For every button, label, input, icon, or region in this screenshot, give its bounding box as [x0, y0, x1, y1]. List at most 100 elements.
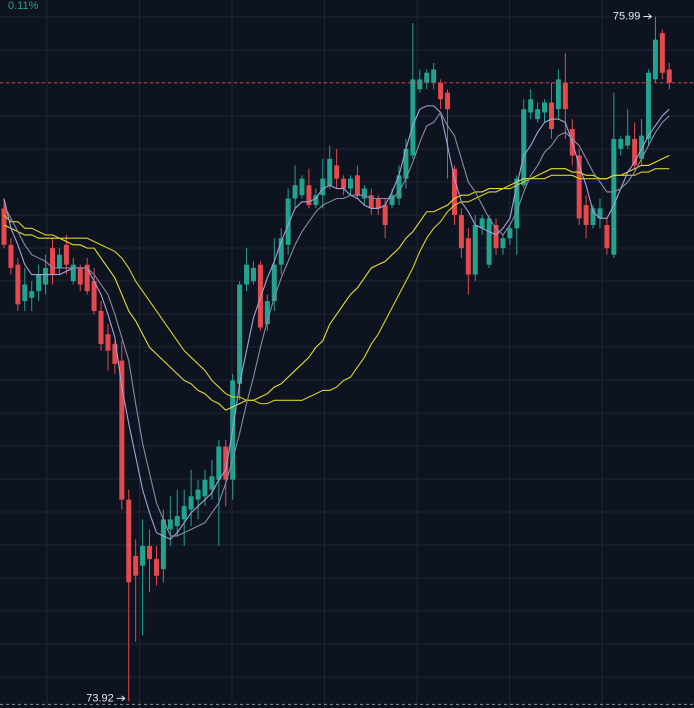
candle-body: [611, 138, 617, 255]
candle-body: [43, 267, 49, 285]
candle-body: [237, 284, 243, 384]
candle-body: [659, 33, 665, 73]
max-label: 75.99: [613, 10, 641, 22]
candle-body: [528, 99, 534, 113]
candle-body: [521, 109, 527, 186]
candle-body: [292, 185, 298, 199]
candle-body: [22, 284, 28, 302]
candle-body: [160, 519, 166, 570]
candle-body: [375, 198, 381, 209]
candle-body: [299, 178, 305, 196]
candle-body: [98, 310, 104, 345]
moving-average-line: [3, 111, 670, 537]
candle-body: [77, 267, 83, 285]
change-label: 0.11%: [8, 0, 39, 12]
candle-body: [36, 274, 42, 292]
candle-body: [500, 238, 506, 249]
candle-body: [389, 195, 395, 206]
candle-body: [126, 499, 132, 583]
candle-body: [535, 109, 541, 120]
candle-body: [84, 264, 90, 292]
candle-body: [271, 264, 277, 302]
candle-body: [29, 291, 35, 298]
candle-body: [562, 82, 568, 110]
candle-body: [361, 188, 367, 199]
candle-body: [451, 168, 457, 216]
candle-body: [424, 72, 430, 83]
candle-body: [486, 218, 492, 265]
candle-body: [56, 254, 62, 268]
candle-body: [458, 215, 464, 249]
candle-body: [119, 360, 125, 500]
candle-body: [50, 248, 56, 275]
candle-body: [410, 79, 416, 156]
candle-body: [438, 82, 444, 100]
candle-body: [368, 195, 374, 209]
candle-body: [181, 506, 187, 520]
candle-body: [209, 476, 215, 490]
candle-body: [174, 516, 180, 527]
candle-body: [645, 72, 651, 139]
candle-body: [479, 218, 485, 229]
candle-body: [632, 138, 638, 166]
candle-body: [140, 545, 146, 566]
candle-body: [555, 79, 561, 110]
candle-body: [597, 208, 603, 219]
moving-average-line: [3, 105, 670, 540]
candle-body: [465, 238, 471, 275]
candle-body: [382, 205, 388, 225]
candle-body: [514, 178, 520, 229]
candle-body: [195, 489, 201, 500]
candle-body: [313, 195, 319, 206]
candle-body: [250, 267, 256, 282]
candle-body: [403, 148, 409, 179]
candle-body: [91, 281, 97, 311]
candle-body: [652, 39, 658, 80]
candle-body: [417, 79, 423, 90]
candle-body: [507, 228, 513, 239]
candle-body: [548, 102, 554, 130]
candle-body: [153, 559, 159, 576]
candle-body: [431, 69, 437, 83]
candle-body: [8, 244, 14, 268]
candle-body: [625, 135, 631, 146]
candle-body: [666, 69, 672, 83]
candle-body: [15, 264, 21, 305]
candle-body: [445, 92, 451, 110]
candle-body: [202, 479, 208, 497]
candle-body: [583, 205, 589, 225]
candle-body: [306, 185, 312, 206]
candle-body: [105, 334, 111, 351]
candle-body: [1, 208, 7, 245]
candle-body: [216, 446, 222, 480]
candle-body: [493, 224, 499, 249]
candle-body: [341, 178, 347, 189]
candle-body: [604, 224, 610, 249]
arrow: [643, 13, 653, 20]
candle-body: [264, 301, 270, 325]
candle-body: [320, 178, 326, 196]
candle-body: [618, 138, 624, 149]
moving-average-line: [3, 155, 670, 411]
candle-body: [147, 545, 153, 560]
candle-body: [70, 264, 76, 282]
candle-body: [223, 446, 229, 480]
candle-body: [542, 102, 548, 113]
candle-body: [285, 198, 291, 245]
candle-body: [576, 155, 582, 219]
candle-body: [133, 555, 139, 576]
candle-body: [590, 208, 596, 225]
candle-body: [327, 158, 333, 186]
candle-body: [63, 244, 69, 265]
candle-body: [244, 264, 250, 285]
candle-body: [396, 175, 402, 199]
candle-body: [188, 496, 194, 510]
candle-body: [278, 238, 284, 265]
min-label: 73.92: [86, 692, 114, 704]
candle-body: [334, 165, 340, 179]
moving-average-line: [3, 168, 670, 405]
candle-body: [348, 178, 353, 189]
